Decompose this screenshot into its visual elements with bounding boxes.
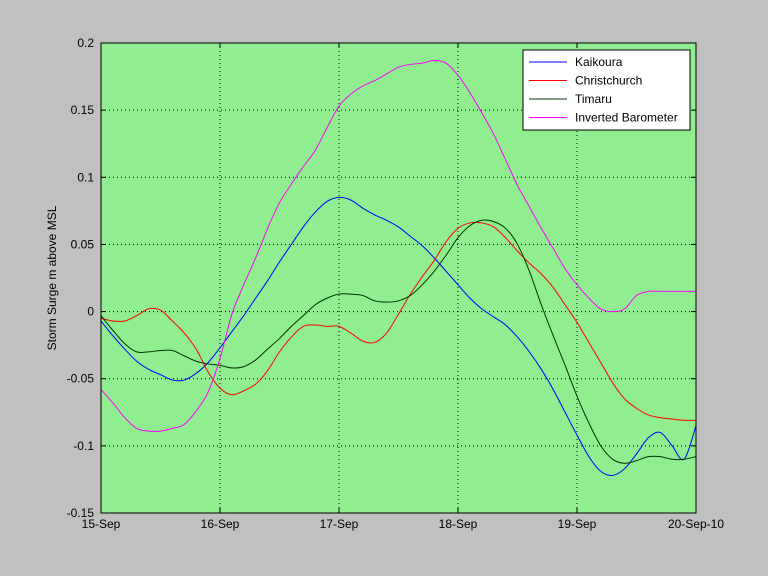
legend-entry: Inverted Barometer <box>575 111 678 125</box>
x-tick-label: 15-Sep <box>82 517 121 531</box>
y-tick-label: -0.15 <box>67 506 95 520</box>
y-tick-label: 0.05 <box>71 237 95 251</box>
x-tick-label: 18-Sep <box>439 517 478 531</box>
x-tick-label: 19-Sep <box>558 517 597 531</box>
x-axis-tick-labels: 15-Sep 16-Sep 17-Sep 18-Sep 19-Sep 20-Sep-10 <box>82 517 725 531</box>
legend-entry: Timaru <box>575 92 612 106</box>
series-line-timaru <box>100 219 697 464</box>
series-line-kaikoura <box>100 196 697 476</box>
legend-entry: Christchurch <box>575 74 642 88</box>
x-tick-label: 16-Sep <box>201 517 240 531</box>
x-tick-label: 17-Sep <box>320 517 359 531</box>
y-tick-label: -0.1 <box>73 439 94 453</box>
series-line-inverted-barometer <box>100 59 696 432</box>
y-tick-label: -0.05 <box>67 372 95 386</box>
y-tick-label: 0 <box>87 305 94 319</box>
legend-entry: Kaikoura <box>575 55 623 69</box>
y-tick-label: 0.1 <box>77 170 94 184</box>
axes-frame <box>100 42 697 514</box>
legend-box <box>522 49 691 131</box>
series-layer <box>100 59 697 476</box>
y-axis-label: Storm Surge m above MSL <box>45 205 59 350</box>
series-line-christchurch <box>100 221 697 421</box>
y-tick-label: 0.15 <box>71 103 95 117</box>
legend: Kaikoura Christchurch Timaru Inverted Barom… <box>522 49 691 131</box>
y-axis-tick-labels: -0.15 -0.1 -0.05 0 0.05 0.1 0.15 0.2 <box>67 36 95 520</box>
y-tick-label: 0.2 <box>77 36 94 50</box>
axis-ticks <box>100 42 697 514</box>
x-tick-label: 20-Sep-10 <box>668 517 724 531</box>
